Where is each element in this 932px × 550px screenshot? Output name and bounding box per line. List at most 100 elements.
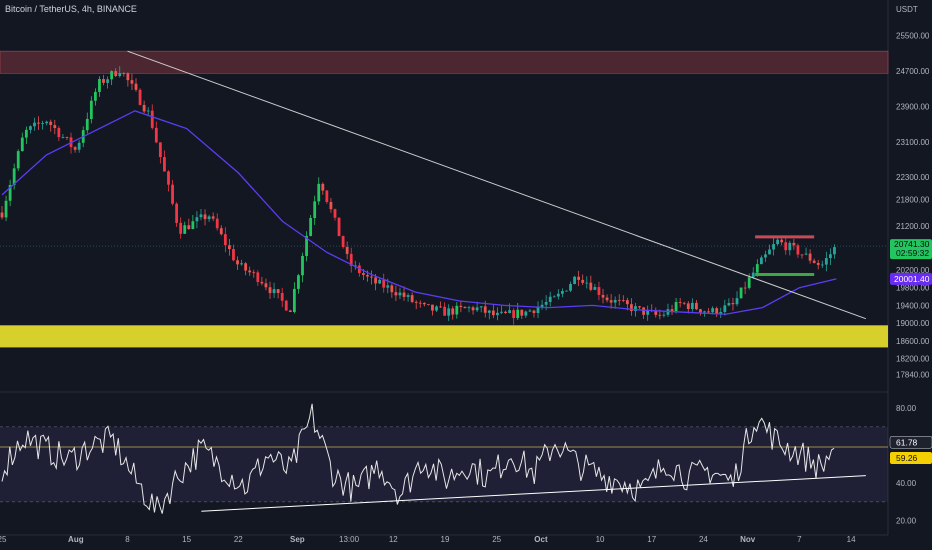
rsi-tick-label: 20.00 — [896, 517, 917, 526]
ma-value-tag — [890, 272, 932, 285]
candle-body — [337, 217, 341, 237]
candle-body — [686, 303, 690, 310]
candle-body — [240, 263, 243, 265]
last-price-tag — [890, 239, 932, 260]
candle-body — [406, 295, 410, 297]
candle-body — [658, 314, 662, 316]
candle-body — [573, 276, 576, 284]
candle-body — [102, 79, 105, 83]
candle-body — [447, 308, 451, 316]
time-tick-label: 10 — [596, 535, 605, 544]
candle-body — [362, 273, 365, 275]
candle-body — [471, 307, 475, 311]
candle-body — [475, 307, 479, 311]
candle-body — [146, 110, 150, 112]
candle-body — [16, 151, 20, 169]
candle-body — [24, 129, 28, 138]
candle-body — [816, 262, 820, 265]
candle-body — [735, 298, 739, 305]
candle-body — [638, 306, 641, 308]
price-tick-label: 23100.00 — [896, 138, 930, 147]
candle-body — [605, 297, 609, 301]
candle-body — [569, 283, 572, 291]
candle-body — [309, 217, 313, 236]
candle-body — [548, 296, 552, 302]
candle-body — [723, 305, 727, 312]
time-tick-label: 14 — [847, 535, 856, 544]
candle-body — [784, 242, 788, 251]
candle-body — [317, 183, 321, 202]
candle-body — [536, 307, 540, 313]
candle-body — [487, 310, 491, 313]
candle-body — [642, 307, 646, 315]
candle-body — [792, 242, 796, 246]
candle-body — [126, 73, 130, 81]
candle-body — [203, 214, 207, 220]
price-tick-label: 21800.00 — [896, 195, 930, 204]
candle-body — [812, 260, 816, 263]
candle-body — [41, 123, 45, 124]
ma-value-text: 20001.40 — [894, 274, 930, 284]
candle-body — [451, 308, 455, 315]
candle-body — [8, 185, 12, 201]
candle-body — [207, 216, 211, 220]
time-tick-label: 19 — [441, 535, 450, 544]
candle-body — [386, 285, 390, 288]
candle-body — [646, 310, 650, 315]
candle-body — [349, 253, 353, 266]
time-tick-label: 22 — [234, 535, 243, 544]
candle-body — [593, 287, 597, 290]
candle-body — [524, 311, 528, 316]
candle-body — [232, 249, 235, 261]
candle-body — [93, 91, 97, 101]
moving-average-line — [1, 110, 837, 315]
candle-body — [191, 221, 195, 230]
candle-body — [264, 283, 268, 288]
candle-body — [796, 245, 800, 255]
candle-body — [114, 71, 118, 77]
candle-body — [772, 244, 775, 250]
candle-body — [508, 310, 512, 314]
candle-body — [788, 242, 792, 251]
candle-body — [544, 301, 548, 305]
candle-body — [747, 277, 751, 288]
time-tick-label: 7 — [797, 535, 802, 544]
candle-body — [654, 310, 658, 315]
candle-body — [57, 128, 61, 138]
candle-body — [585, 282, 589, 284]
candle-body — [520, 309, 524, 316]
candle-body — [560, 291, 564, 294]
price-tick-label: 24700.00 — [896, 67, 930, 76]
candle-body — [829, 254, 832, 259]
price-tick-label: 22300.00 — [896, 173, 930, 182]
candle-body — [256, 272, 260, 282]
candle-body — [621, 300, 625, 301]
candle-body — [297, 275, 300, 289]
candle-body — [609, 300, 613, 303]
price-tick-label: 25500.00 — [896, 32, 930, 41]
candle-body — [780, 239, 784, 243]
candle-body — [150, 110, 154, 128]
candle-body — [260, 281, 264, 284]
rsi-last-value: 61.78 — [896, 437, 918, 447]
candle-body — [435, 306, 438, 311]
candle-body — [455, 305, 459, 315]
candle-body — [154, 127, 158, 143]
candle-body — [106, 79, 109, 83]
candle-body — [183, 225, 187, 234]
candle-body — [516, 309, 520, 319]
candle-body — [280, 292, 284, 301]
candle-body — [751, 272, 755, 278]
candle-body — [394, 292, 398, 296]
candle-body — [690, 302, 694, 310]
candle-body — [496, 312, 499, 316]
candle-body — [175, 203, 179, 223]
candle-body — [98, 79, 101, 92]
candle-body — [577, 276, 581, 280]
candle-body — [398, 292, 402, 296]
time-tick-label: 15 — [182, 535, 191, 544]
candle-body — [236, 260, 239, 265]
candle-body — [244, 263, 248, 271]
